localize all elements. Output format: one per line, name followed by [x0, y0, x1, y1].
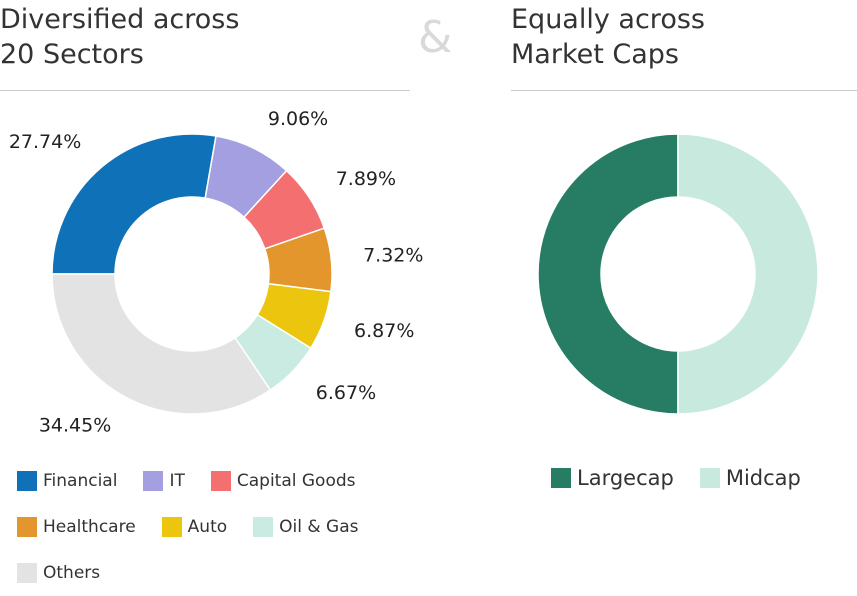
value-label: 7.32% — [363, 245, 423, 267]
value-label: 9.06% — [268, 108, 328, 130]
legend-item: Midcap — [699, 455, 801, 501]
legend-label: Largecap — [577, 466, 674, 490]
legend-label: Auto — [187, 517, 228, 537]
donut-slice — [677, 133, 819, 415]
legend-label: Capital Goods — [236, 471, 356, 491]
divider — [511, 90, 857, 91]
legend-swatch — [699, 468, 720, 488]
legend-swatch — [551, 468, 571, 488]
legend-item: Auto — [161, 504, 228, 550]
legend-item: Largecap — [551, 455, 674, 501]
legend-label: Others — [43, 563, 101, 583]
legend-item: Healthcare — [17, 504, 136, 550]
legend-label: Midcap — [725, 466, 801, 490]
legend-swatch — [210, 471, 231, 491]
value-label: 7.89% — [336, 168, 396, 190]
legend-label: Oil & Gas — [279, 517, 359, 537]
donut-slice — [51, 273, 272, 415]
legend-item: Financial — [17, 458, 117, 504]
legend-swatch — [17, 471, 37, 491]
legend-item: IT — [143, 458, 185, 504]
chart-title: Diversified across 20 Sectors — [0, 4, 240, 70]
legend-label: Healthcare — [43, 517, 136, 537]
separator: & — [418, 12, 453, 63]
legend-swatch — [17, 563, 37, 583]
donut-slice — [537, 133, 679, 415]
legend-label: IT — [169, 471, 185, 491]
donut-slice — [51, 133, 217, 275]
legend-swatch — [253, 517, 274, 537]
divider — [0, 90, 410, 91]
chart-title: Equally across Market Caps — [511, 4, 705, 70]
legend-swatch — [17, 517, 37, 537]
value-label: 6.87% — [354, 320, 414, 342]
legend: Largecap Midcap — [551, 455, 857, 501]
legend-item: Others — [17, 550, 100, 596]
charts: 27.74% 9.06% 7.89% 7.32% 6.87% 6.67% 34.45% — [9, 108, 819, 436]
legend-swatch — [161, 517, 182, 537]
legend-swatch — [143, 471, 164, 491]
legend: Financial IT Capital Goods Healthcare Auto Oi… — [17, 458, 417, 596]
page: {"chart_data": [ {"type": "donut", "titl… — [0, 4, 857, 583]
value-label: 34.45% — [39, 414, 111, 436]
value-label: 27.74% — [9, 131, 81, 153]
legend-item: Oil & Gas — [253, 504, 359, 550]
value-label: 6.67% — [316, 382, 376, 404]
legend-item: Capital Goods — [210, 458, 356, 504]
legend-label: Financial — [43, 471, 118, 491]
